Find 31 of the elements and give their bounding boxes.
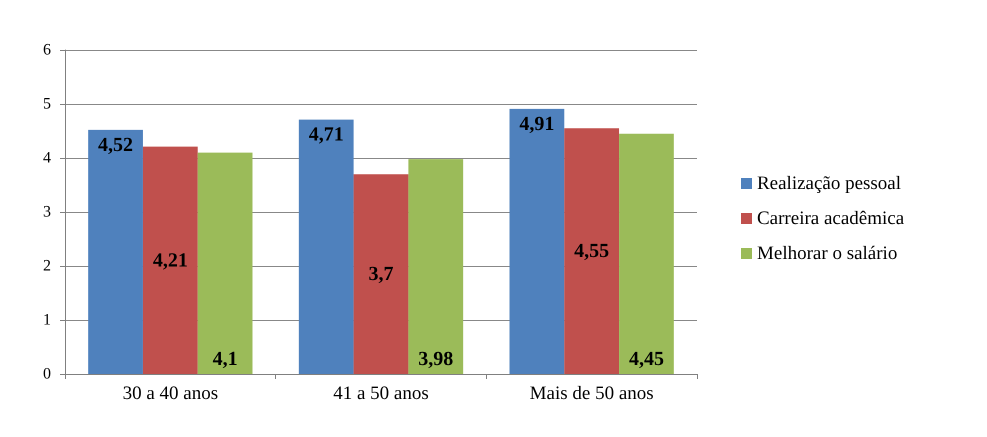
bar: [142, 146, 198, 374]
y-tick-label: 1: [43, 312, 51, 328]
legend-label: Realização pessoal: [757, 173, 902, 194]
bar: [198, 152, 252, 374]
y-tick-label: 3: [43, 204, 51, 220]
bar: [619, 134, 674, 374]
bar: [408, 159, 464, 374]
bar: [298, 120, 354, 374]
data-label: 4,71: [308, 124, 344, 146]
y-tick-label: 5: [43, 96, 51, 112]
y-tick-label: 2: [43, 258, 51, 274]
data-label: 3,7: [368, 263, 394, 286]
data-label: 4,52: [98, 134, 134, 156]
data-label: 4,55: [574, 240, 610, 262]
bar: [88, 130, 143, 374]
x-tick-label: 30 a 40 anos: [122, 383, 218, 404]
data-label: 4,91: [519, 112, 554, 135]
legend-label: Carreira acadêmica: [757, 208, 905, 229]
x-tick-label: Mais de 50 anos: [530, 383, 654, 404]
data-label: 4,45: [628, 348, 664, 370]
legend-label: Melhorar o salário: [757, 243, 898, 264]
bar: [354, 174, 408, 374]
bar: [564, 128, 620, 374]
data-label: 4,1: [212, 348, 238, 370]
y-tick-label: 4: [43, 150, 51, 166]
x-tick-label: 41 a 50 anos: [333, 383, 429, 404]
y-tick-label: 6: [43, 42, 51, 58]
y-tick-label: 0: [43, 366, 51, 382]
data-label: 4,21: [152, 249, 188, 272]
bar: [510, 108, 564, 374]
data-label: 3,98: [418, 348, 454, 370]
